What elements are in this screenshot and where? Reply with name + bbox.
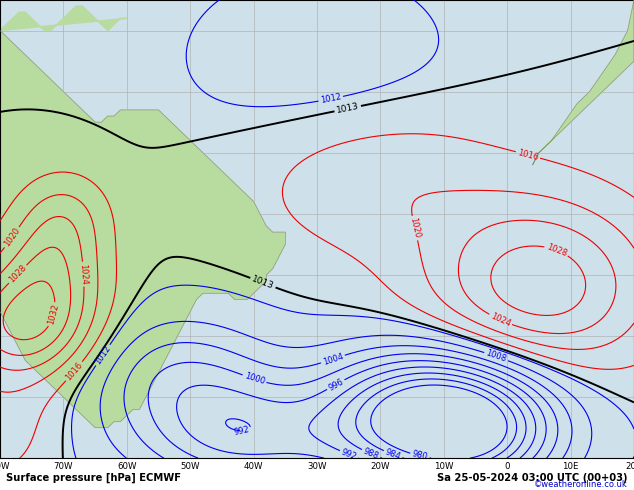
- Text: 20W: 20W: [371, 462, 390, 471]
- Text: 80W: 80W: [0, 462, 10, 471]
- Text: 1008: 1008: [485, 349, 508, 364]
- Text: 70W: 70W: [54, 462, 73, 471]
- Text: 980: 980: [411, 450, 429, 462]
- Text: 0: 0: [505, 462, 510, 471]
- Text: 1012: 1012: [93, 344, 112, 367]
- Text: 984: 984: [384, 447, 402, 462]
- Text: 40W: 40W: [244, 462, 263, 471]
- Text: 1032: 1032: [46, 303, 61, 326]
- Text: 20E: 20E: [626, 462, 634, 471]
- Text: 1012: 1012: [320, 93, 342, 105]
- Text: ©weatheronline.co.uk: ©weatheronline.co.uk: [534, 480, 628, 490]
- Text: 1020: 1020: [408, 217, 422, 240]
- Text: 1013: 1013: [250, 274, 275, 291]
- Text: 988: 988: [362, 446, 380, 461]
- Polygon shape: [0, 30, 285, 428]
- Text: 10E: 10E: [562, 462, 579, 471]
- Text: 1016: 1016: [64, 361, 84, 382]
- Text: 1016: 1016: [517, 148, 540, 162]
- Text: 1028: 1028: [545, 242, 568, 258]
- Text: 1000: 1000: [243, 371, 266, 387]
- Text: Surface pressure [hPa] ECMWF: Surface pressure [hPa] ECMWF: [6, 473, 181, 483]
- Text: 1028: 1028: [7, 264, 29, 285]
- Text: 1004: 1004: [321, 351, 344, 367]
- Text: 1020: 1020: [2, 226, 22, 248]
- Text: 1013: 1013: [335, 102, 360, 115]
- Text: 1024: 1024: [79, 264, 89, 285]
- Text: 996: 996: [327, 377, 345, 392]
- Text: 60W: 60W: [117, 462, 136, 471]
- Text: 30W: 30W: [307, 462, 327, 471]
- Polygon shape: [533, 0, 634, 165]
- Text: 992: 992: [340, 447, 358, 462]
- Polygon shape: [0, 6, 127, 30]
- Text: 50W: 50W: [181, 462, 200, 471]
- Text: 10W: 10W: [434, 462, 453, 471]
- Text: Sa 25-05-2024 03:00 UTC (00+03): Sa 25-05-2024 03:00 UTC (00+03): [437, 473, 628, 483]
- Text: 992: 992: [233, 425, 250, 437]
- Text: 1024: 1024: [489, 312, 512, 328]
